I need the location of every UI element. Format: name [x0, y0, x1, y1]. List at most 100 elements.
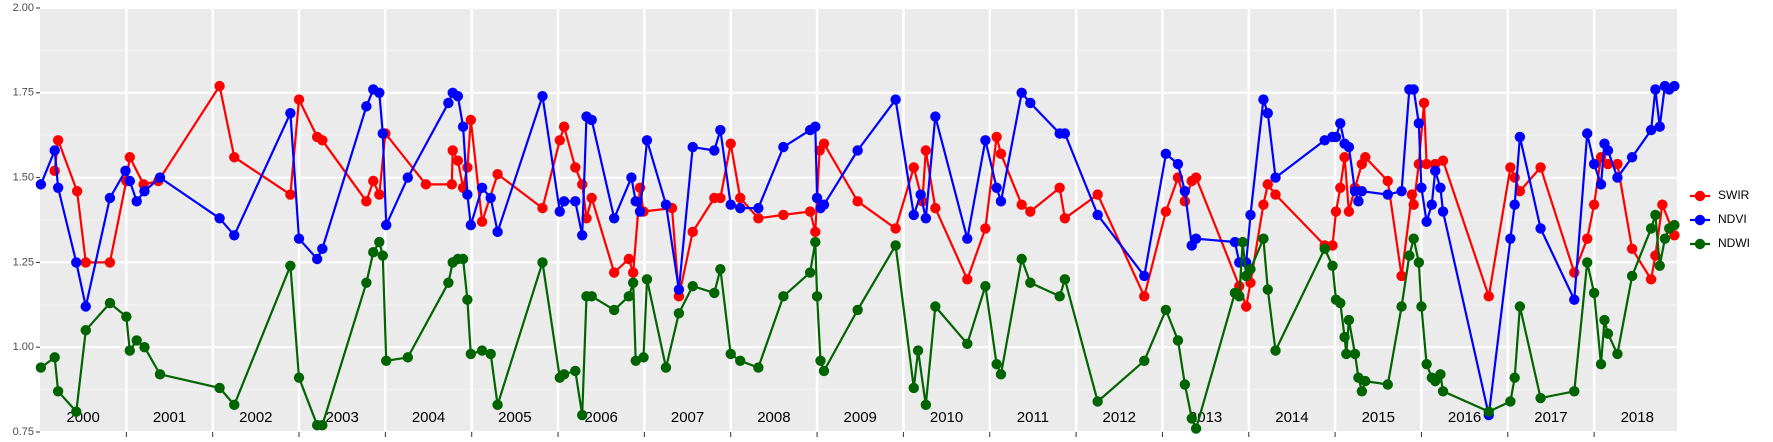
point	[1483, 406, 1494, 417]
point	[1569, 267, 1580, 278]
point	[660, 362, 672, 373]
point	[1335, 118, 1346, 129]
point	[361, 101, 372, 112]
point	[709, 145, 720, 156]
point	[778, 291, 789, 302]
point	[890, 240, 901, 251]
legend-key	[1694, 214, 1706, 226]
point	[930, 301, 941, 312]
point	[1505, 233, 1516, 244]
point	[462, 294, 473, 305]
point	[462, 162, 473, 173]
point	[443, 97, 454, 109]
point	[715, 263, 726, 275]
point	[634, 206, 646, 217]
point	[627, 267, 639, 278]
point	[1054, 291, 1065, 302]
point	[465, 348, 477, 360]
point	[1602, 145, 1614, 156]
point	[492, 169, 503, 180]
point	[1645, 223, 1657, 234]
point	[49, 352, 60, 363]
point	[457, 121, 469, 132]
point	[492, 226, 503, 238]
point	[1612, 172, 1623, 183]
point	[586, 114, 597, 126]
point	[361, 277, 372, 288]
point	[890, 94, 901, 105]
point	[908, 209, 919, 221]
y-tick-label: 1.50	[13, 172, 34, 184]
point	[1245, 209, 1256, 221]
point	[1569, 294, 1580, 305]
point	[374, 87, 385, 99]
point	[1327, 240, 1338, 251]
point	[1092, 189, 1103, 200]
point	[810, 236, 821, 248]
point	[285, 260, 296, 271]
point	[452, 155, 464, 166]
point	[139, 185, 150, 197]
point	[1626, 270, 1638, 282]
point	[811, 192, 823, 204]
point	[293, 372, 305, 383]
point	[577, 179, 588, 190]
point	[627, 277, 639, 288]
point	[80, 325, 91, 336]
point	[1270, 172, 1281, 183]
year-label: 2017	[1534, 409, 1567, 426]
point	[1270, 345, 1281, 356]
point	[962, 274, 973, 285]
year-label: 2015	[1362, 409, 1395, 426]
point	[1349, 348, 1361, 360]
point	[1588, 158, 1600, 170]
point	[104, 257, 116, 268]
point	[537, 202, 548, 214]
point	[725, 348, 736, 360]
point	[1139, 291, 1150, 302]
y-tick-label: 1.25	[13, 256, 34, 268]
point	[890, 223, 901, 234]
point	[1139, 355, 1150, 366]
point	[818, 365, 830, 377]
point	[915, 189, 926, 200]
point	[735, 355, 746, 366]
point	[1535, 392, 1546, 404]
point	[804, 267, 816, 278]
point	[71, 406, 82, 417]
point	[1612, 348, 1623, 360]
point	[1413, 118, 1425, 129]
point	[124, 345, 135, 356]
point	[52, 182, 64, 193]
point	[374, 189, 385, 200]
point	[381, 219, 392, 231]
point	[80, 257, 91, 268]
point	[626, 172, 637, 183]
point	[1160, 206, 1172, 217]
point	[457, 253, 469, 265]
point	[368, 247, 379, 258]
point	[778, 209, 789, 221]
point	[443, 277, 454, 288]
point	[1645, 274, 1657, 285]
point	[214, 213, 225, 224]
point	[446, 179, 458, 190]
point	[1025, 277, 1036, 288]
point	[377, 250, 388, 261]
point	[811, 291, 823, 302]
point	[735, 192, 746, 204]
point	[1408, 233, 1419, 244]
year-label: 2003	[326, 409, 359, 426]
point	[1172, 335, 1184, 346]
point	[311, 253, 323, 265]
point	[1509, 172, 1520, 183]
point	[80, 301, 91, 312]
point	[1418, 97, 1430, 109]
point	[1059, 213, 1071, 224]
year-label: 2004	[412, 409, 445, 426]
point	[1092, 209, 1103, 221]
point	[1016, 87, 1027, 99]
point	[1343, 206, 1355, 217]
point	[537, 257, 548, 268]
point	[1437, 386, 1449, 397]
